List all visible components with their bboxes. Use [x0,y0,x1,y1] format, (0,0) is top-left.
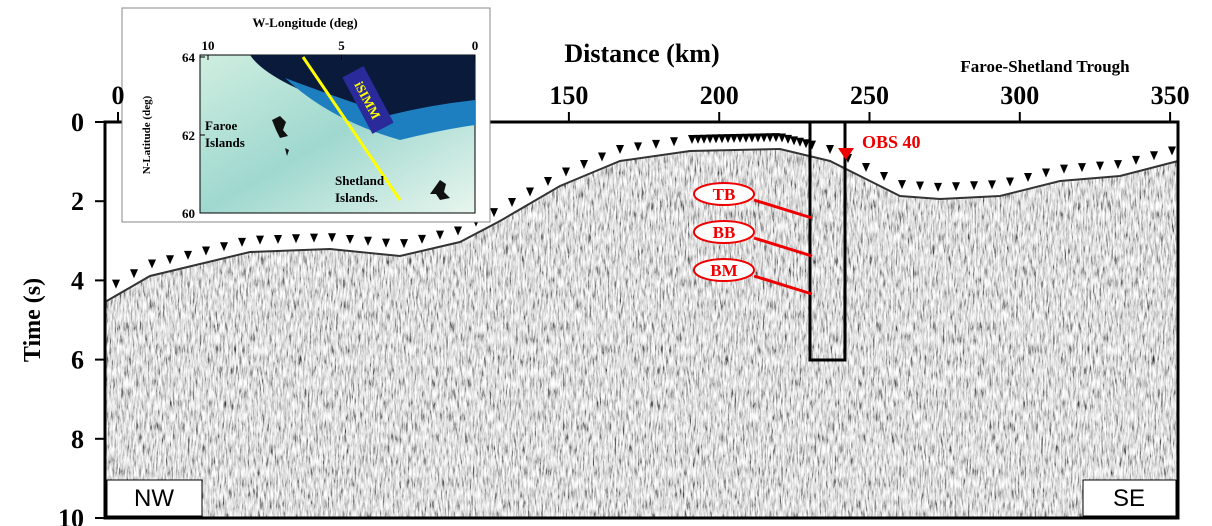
x-tick-label: 150 [549,81,588,110]
obs-label: OBS 40 [862,132,921,152]
obs-triangle [826,145,834,154]
obs-triangle [1006,178,1014,187]
obs-triangle [130,269,138,278]
obs-triangle [778,133,786,142]
x-tick-label: 200 [700,81,739,110]
nw-label: NW [134,485,174,512]
horizon-label: TB [713,185,736,204]
obs-triangle [1114,160,1122,169]
x-tick-label: 250 [850,81,889,110]
obs-triangle [634,142,642,151]
place-label: Islands. [335,190,378,205]
obs-triangle [274,235,282,244]
y-tick-label: 10 [58,504,84,526]
obs-triangle [202,247,210,256]
obs-triangle [562,168,570,177]
obs-triangle [454,226,462,235]
obs-triangle [580,160,588,169]
place-label: Shetland [335,173,385,188]
horizon-label: BB [713,223,736,242]
obs-triangle [526,188,534,197]
obs-triangle [382,239,390,248]
obs-triangle [436,231,444,240]
y-tick-label: 4 [71,266,84,295]
obs-triangle [1096,162,1104,171]
x-tick-label: 300 [1000,81,1039,110]
obs-triangle [1168,147,1176,156]
inset-y-tick-label: 62 [182,128,195,143]
obs-triangle [1024,173,1032,182]
obs-triangle [256,236,264,245]
obs-triangle [790,136,798,145]
se-label: SE [1113,485,1145,512]
obs-triangle [1078,163,1086,172]
horizon-label: BM [710,261,737,280]
inset-map: iSIMM W-Longitude (deg) N-Latitude (deg)… [122,8,490,222]
place-label: Islands [205,135,245,150]
obs-triangle [328,233,336,242]
obs-triangle [970,181,978,190]
obs-triangle [784,135,792,144]
y-tick-label: 0 [71,108,84,137]
inset-y-tick-label: 64 [182,50,196,65]
obs-triangle [916,182,924,191]
obs-triangle [292,234,300,243]
inset-x-tick-label: 10 [202,38,215,53]
obs-triangle [310,234,318,243]
obs-triangle [166,255,174,264]
obs-triangle [934,183,942,192]
obs-triangle [796,138,804,147]
obs-triangle [898,180,906,189]
inset-x-tick-label: 5 [338,38,345,53]
inset-x-title: W-Longitude (deg) [252,15,357,30]
obs-triangle [616,145,624,154]
obs-triangle [988,180,996,189]
obs-triangle [400,239,408,248]
obs-triangle [490,208,498,217]
y-tick-label: 2 [71,187,84,216]
figure: OBS 40 Faroe-Shetland Trough TB BB BM NW S… [0,0,1212,526]
obs-triangle [508,198,516,207]
obs-triangle [346,235,354,244]
obs-triangle [364,237,372,246]
obs-triangle [598,153,606,162]
obs-triangle [1042,169,1050,178]
obs-triangle [652,140,660,149]
obs-triangle [1060,165,1068,174]
obs-triangle [544,177,552,186]
inset-y-title: N-Latitude (deg) [141,95,153,174]
obs-triangle [670,137,678,146]
inset-x-tick-label: 0 [472,38,479,53]
place-label: Faroe [205,118,237,133]
y-tick-label: 6 [71,346,84,375]
obs-triangle [862,163,870,172]
obs-triangle [220,242,228,251]
obs-triangle [952,182,960,191]
x-tick-label: 350 [1151,81,1190,110]
x-axis-title: Distance (km) [564,39,719,68]
y-axis-title: Time (s) [20,278,46,362]
obs-triangle [1150,151,1158,160]
y-tick-label: 8 [71,425,84,454]
obs-triangle [112,280,120,289]
obs-triangle [880,172,888,181]
obs-triangle [1132,156,1140,165]
region-label: Faroe-Shetland Trough [960,57,1130,76]
obs-triangle [148,260,156,269]
x-tick-label: 0 [112,81,125,110]
obs-triangle [238,238,246,247]
obs-triangle [418,235,426,244]
inset-y-tick-label: 60 [182,206,195,221]
obs-triangle [184,251,192,260]
